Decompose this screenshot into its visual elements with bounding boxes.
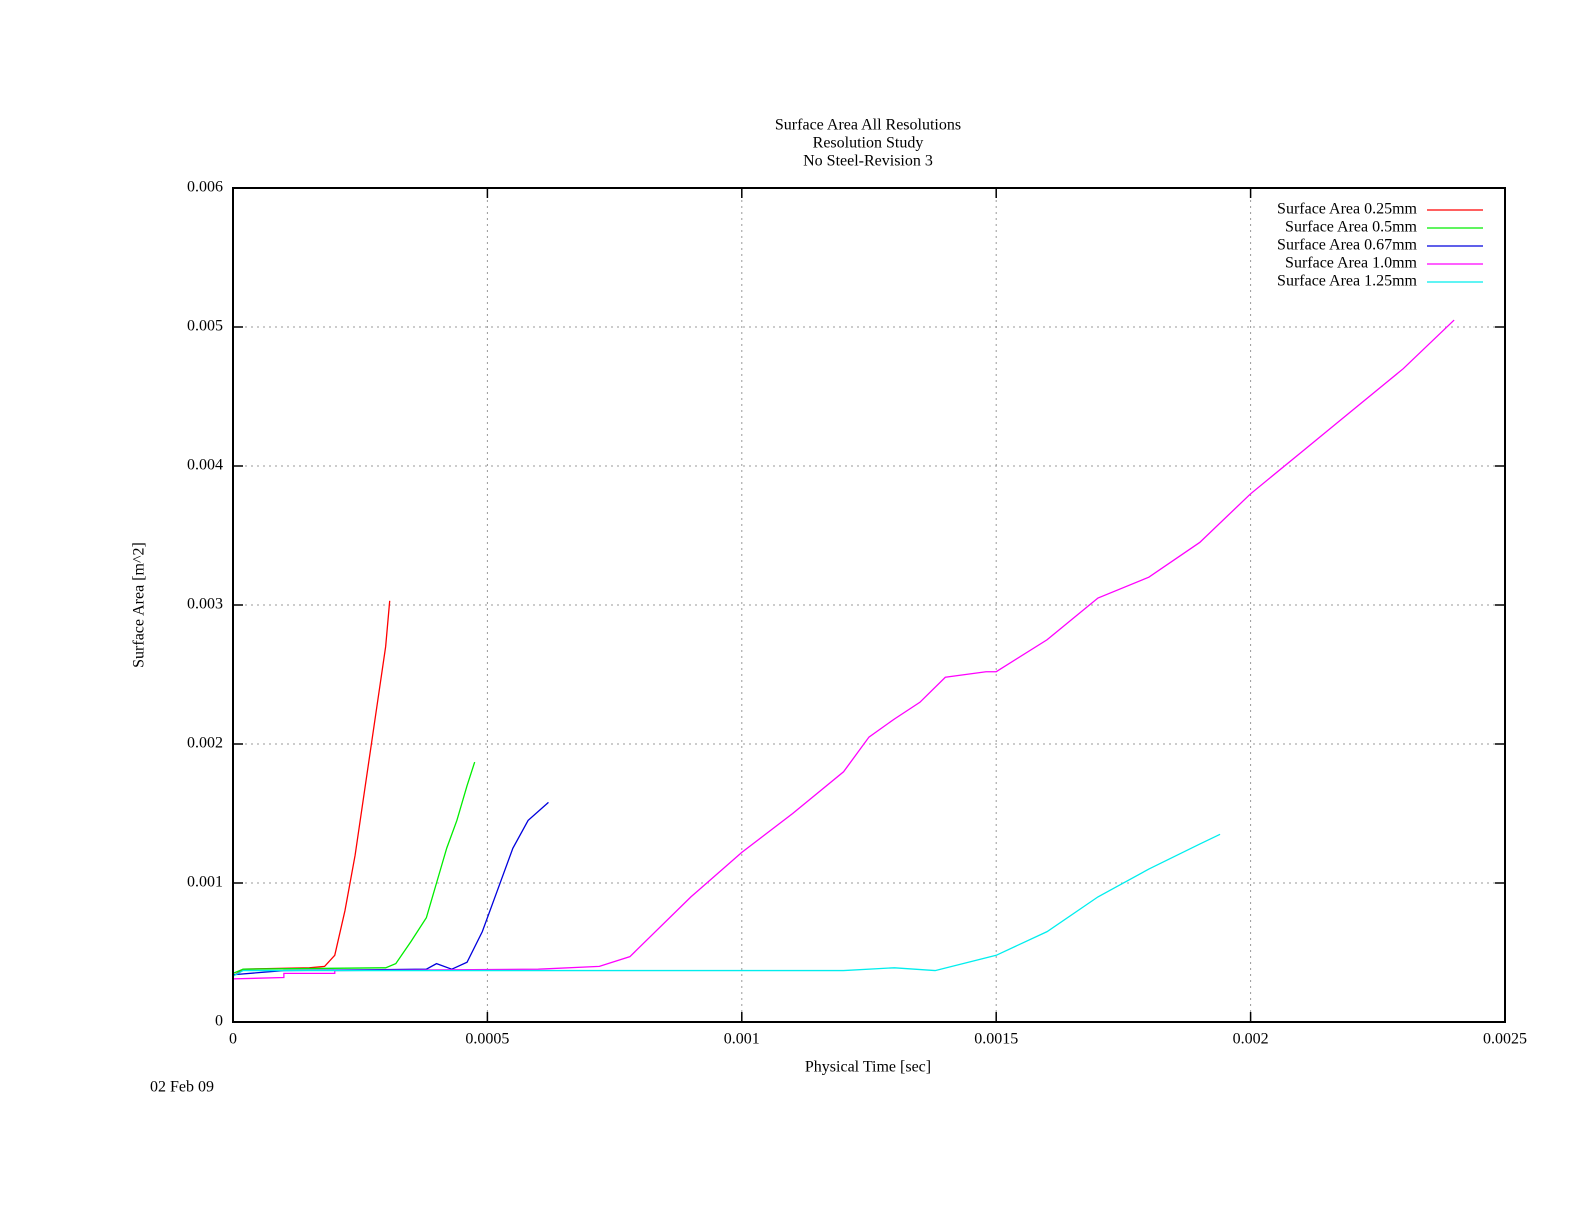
y-tick-label: 0.005 bbox=[187, 318, 223, 335]
series-line bbox=[232, 319, 1455, 980]
x-tick-label: 0.0025 bbox=[1483, 1031, 1527, 1048]
date-stamp: 02 Feb 09 bbox=[150, 1079, 214, 1096]
legend-label: Surface Area 0.67mm bbox=[1277, 237, 1418, 254]
x-tick-label: 0.0005 bbox=[465, 1031, 509, 1048]
legend-label: Surface Area 0.25mm bbox=[1277, 201, 1418, 218]
y-tick-label: 0.001 bbox=[187, 874, 223, 891]
x-tick-label: 0.0015 bbox=[974, 1031, 1018, 1048]
x-axis-label: Physical Time [sec] bbox=[805, 1059, 931, 1076]
y-tick-label: 0.006 bbox=[187, 179, 223, 196]
legend-label: Surface Area 1.25mm bbox=[1277, 273, 1418, 290]
series-line bbox=[232, 833, 1221, 977]
x-tick-label: 0.002 bbox=[1233, 1031, 1269, 1048]
legend-label: Surface Area 0.5mm bbox=[1285, 219, 1418, 236]
series-line bbox=[232, 600, 391, 977]
series-line bbox=[232, 761, 476, 974]
legend-label: Surface Area 1.0mm bbox=[1285, 255, 1418, 272]
y-tick-label: 0.003 bbox=[187, 596, 223, 613]
y-tick-label: 0.002 bbox=[187, 735, 223, 752]
y-tick-label: 0.004 bbox=[187, 457, 223, 474]
chart-title: Surface Area All Resolutions bbox=[775, 117, 961, 134]
y-axis-label: Surface Area [m^2] bbox=[131, 542, 148, 668]
y-tick-label: 0 bbox=[215, 1013, 223, 1030]
chart-subtitle: Resolution Study bbox=[813, 135, 924, 152]
x-tick-label: 0.001 bbox=[724, 1031, 760, 1048]
plot-frame bbox=[232, 187, 1506, 1023]
chart-subtitle: No Steel-Revision 3 bbox=[803, 153, 933, 170]
x-tick-label: 0 bbox=[229, 1031, 237, 1048]
series-line bbox=[232, 801, 549, 976]
